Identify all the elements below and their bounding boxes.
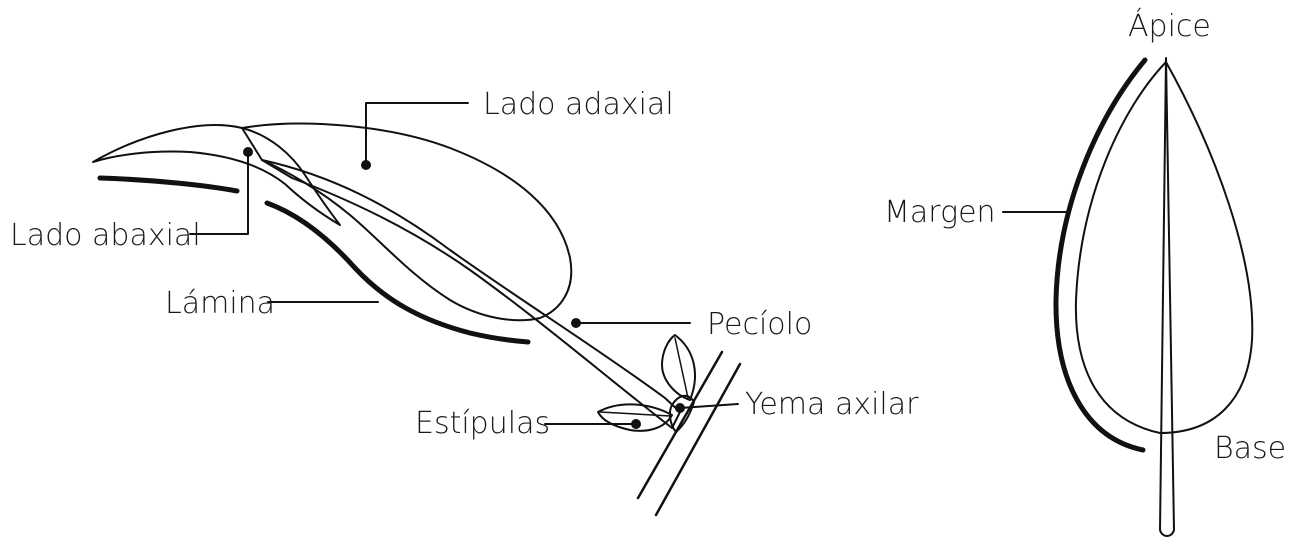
side-view-leaf: [92, 122, 742, 517]
labels: Lado adaxial Lado abaxial Lámina Pecíolo…: [10, 8, 1286, 466]
dot-lado-adaxial: [361, 160, 371, 170]
dot-estipulas: [631, 419, 641, 429]
stipule-upper: [661, 334, 696, 401]
lamina-edge-lower: [264, 200, 531, 345]
leader-yema-axilar: [679, 403, 739, 409]
label-lado-adaxial: Lado adaxial: [483, 87, 674, 122]
label-peciolo: Pecíolo: [707, 307, 812, 342]
lamina-edge-upper: [97, 175, 240, 194]
dot-yema-axilar: [675, 403, 685, 413]
stipule-upper-vein: [674, 337, 689, 399]
dot-peciolo: [571, 318, 581, 328]
stem-line-left: [636, 350, 724, 500]
label-lamina: Lámina: [165, 286, 275, 321]
axillary-bud: [668, 394, 695, 433]
front-view-leaf: [1002, 57, 1254, 537]
label-estipulas: Estípulas: [415, 406, 550, 441]
label-yema-axilar: Yema axilar: [745, 387, 919, 422]
dot-lado-abaxial: [243, 147, 253, 157]
front-midrib: [1159, 57, 1175, 537]
abaxial-blade: [92, 124, 341, 226]
petiole: [261, 159, 681, 429]
front-margin: [1053, 57, 1148, 453]
front-blade: [1074, 61, 1254, 434]
stipule-lower: [597, 403, 673, 432]
label-margen: Margen: [884, 195, 996, 230]
stipule-lower-vein: [599, 411, 671, 417]
label-apice: Ápice: [1128, 8, 1211, 44]
leader-lado-adaxial: [365, 102, 469, 166]
stem-line-right: [654, 362, 742, 517]
leader-lado-abaxial: [189, 151, 249, 235]
label-base: Base: [1214, 431, 1286, 466]
label-lado-abaxial: Lado abaxial: [10, 218, 201, 253]
adaxial-blade: [241, 122, 573, 322]
leaders-left: [189, 102, 739, 429]
